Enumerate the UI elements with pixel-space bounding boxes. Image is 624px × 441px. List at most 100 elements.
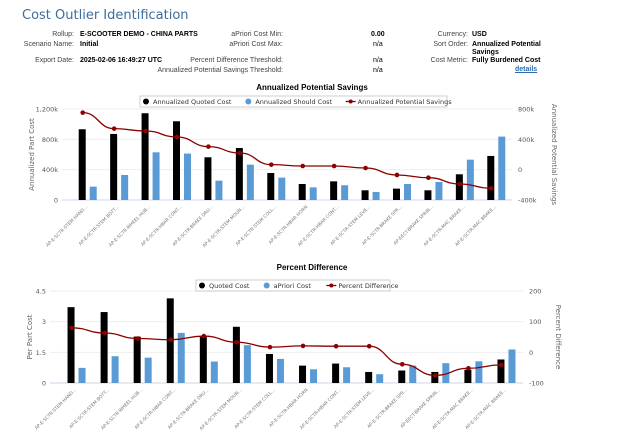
quoted-bar (141, 113, 149, 200)
should-bar (278, 177, 286, 200)
export-date-value: 2025-02-06 16:49:27 UTC (80, 57, 163, 64)
rollup-label: Rollup: (52, 31, 74, 38)
quoted-bar (487, 155, 495, 200)
should-bar (376, 374, 384, 383)
should-bar (372, 191, 380, 200)
line-point (399, 361, 405, 367)
should-bar (475, 361, 483, 383)
line-point (206, 144, 211, 149)
quoted-bar (173, 121, 180, 200)
legend-label: Annualized Should Cost (255, 98, 332, 106)
quoted-bar (464, 369, 472, 383)
y2-tick-label: 200 (529, 288, 541, 296)
legend-marker (143, 98, 149, 105)
quoted-bar (110, 133, 118, 200)
y2-tick-label: 0 (518, 166, 522, 174)
should-bar (89, 186, 97, 200)
quoted-bar (361, 190, 369, 200)
quoted-bar (332, 363, 340, 383)
quoted-bar (235, 147, 243, 200)
export-date-label: Export Date: (35, 57, 74, 64)
quoted-bar (497, 359, 505, 383)
should-bar (210, 361, 218, 383)
y2-axis-title: Annualized Potential Savings (550, 104, 558, 206)
y-axis-title: Per Part Cost (26, 314, 34, 359)
quoted-bar (265, 353, 273, 383)
apriori-cost-max-label: aPriori Cost Max: (229, 41, 283, 48)
sort-order-value: Annualized Potential (472, 41, 541, 48)
line-point (69, 325, 74, 331)
legend-label: Annualized Quoted Cost (153, 98, 232, 106)
line-point (267, 344, 273, 350)
quoted-bar (67, 307, 75, 383)
y2-tick-label: 100 (529, 318, 541, 326)
quoted-bar (330, 181, 338, 200)
apriori-cost-min-value: 0.00 (371, 31, 385, 38)
legend-box (195, 279, 391, 292)
legend-marker (199, 282, 205, 289)
line-point (237, 150, 243, 156)
line-point (168, 337, 174, 343)
should-bar (184, 153, 191, 200)
currency-value: USD (472, 31, 487, 38)
y-tick-label: 800k (42, 136, 58, 144)
line-point (102, 330, 107, 336)
y2-tick-label: 800k (518, 106, 534, 114)
series-line (71, 327, 502, 376)
should-bar (435, 181, 443, 200)
should-bar (310, 369, 318, 383)
should-bar (215, 180, 223, 200)
line-point (426, 175, 431, 181)
y-axis-title: Annualized Part Cost (28, 118, 36, 191)
y-tick-label: 0 (54, 197, 58, 205)
percent-threshold-label: Percent Difference Threshold: (190, 57, 283, 64)
should-bar (276, 358, 284, 383)
y2-tick-label: 400k (518, 136, 534, 144)
legend-label: Percent Difference (338, 282, 398, 290)
report-metadata: Rollup: E-SCOOTER DEMO - CHINA PARTS Sce… (0, 0, 624, 80)
line-point (331, 163, 337, 169)
quoted-bar (424, 190, 432, 200)
should-bar (309, 187, 317, 200)
line-point (300, 163, 306, 169)
chart-title: Percent Difference (277, 263, 348, 272)
line-point (268, 162, 274, 167)
line-point (433, 373, 438, 378)
line-point (234, 339, 240, 345)
legend-label: Quoted Cost (209, 282, 250, 290)
line-point (466, 365, 471, 371)
y-tick-label: 1,200k (36, 106, 59, 114)
y2-axis-title: Percent Difference (554, 305, 562, 370)
line-point (363, 165, 368, 171)
should-bar (466, 159, 474, 200)
y-tick-label: 4.5 (36, 288, 46, 296)
should-bar (111, 356, 119, 383)
percent-difference-chart: Percent Difference 0 1.5 3 4.5 -100 0 100 200 Per… (26, 263, 562, 432)
legend-marker (348, 99, 353, 104)
savings-threshold-value: n/a (373, 67, 383, 74)
legend-label: aPriori Cost (274, 282, 312, 290)
legend-marker (329, 283, 334, 288)
apriori-cost-min-label: aPriori Cost Min: (231, 31, 283, 38)
line-point (366, 343, 372, 349)
quoted-bar (393, 188, 400, 200)
scenario-label: Scenario Name: (23, 41, 74, 48)
legend-marker (245, 98, 252, 105)
quoted-bar (398, 370, 406, 383)
line-point (201, 333, 207, 339)
details-link[interactable]: details (515, 66, 538, 73)
page-title: Cost Outlier Identification (22, 8, 189, 23)
line-point (488, 186, 494, 191)
legend-box (139, 95, 448, 108)
percent-threshold-value: n/a (373, 57, 383, 64)
sort-order-value-cont: Savings (472, 49, 499, 56)
should-bar (78, 367, 86, 383)
quoted-bar (267, 173, 275, 200)
rollup-value: E-SCOOTER DEMO - CHINA PARTS (80, 31, 198, 38)
should-bar (177, 332, 185, 383)
quoted-bar (133, 336, 141, 383)
y2-tick-label: 0 (529, 349, 533, 357)
quoted-bar (100, 312, 108, 383)
y-tick-label: 1.5 (36, 349, 46, 357)
line-point (143, 128, 148, 134)
